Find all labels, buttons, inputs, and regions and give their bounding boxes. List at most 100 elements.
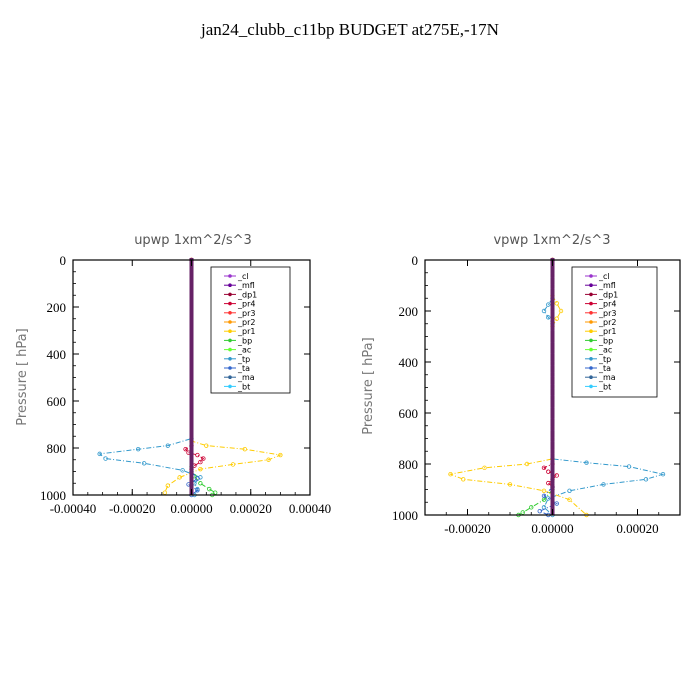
axis-ticks: -0.00040 -0.00020 0.00000 0.00020 0.00040 0 20… <box>40 253 331 516</box>
series-point-mfl <box>189 293 194 298</box>
series-point-bp <box>198 481 203 486</box>
legend-label: _ac <box>237 346 251 355</box>
series-line-pr4 <box>543 260 558 488</box>
series-point-mfl <box>550 506 555 511</box>
series-point-pr1_upper <box>558 308 564 314</box>
legend-label: _mfl <box>237 281 255 290</box>
series-point-mfl <box>550 388 555 393</box>
legend-label: _cl <box>237 272 249 281</box>
y-tick-label: 400 <box>47 347 67 362</box>
legend: _cl_mfl_dp1_pr4_pr3_pr2_pr1_bp_ac_tp_ta_… <box>210 266 291 394</box>
legend-label: _bp <box>237 336 252 345</box>
y-tick-label: 600 <box>399 406 419 421</box>
series-point-pr1 <box>461 477 466 482</box>
series-point-pr1 <box>204 443 209 448</box>
legend-marker <box>228 375 232 380</box>
legend-marker <box>589 283 593 288</box>
series-point-mfl <box>189 399 194 403</box>
series-line-ta <box>538 486 558 516</box>
series-point-mfl <box>189 370 194 375</box>
series-point-mfl <box>189 275 194 280</box>
series-point-mfl <box>550 361 555 366</box>
series-point-mfl <box>550 323 555 328</box>
series-point-tp <box>180 468 185 473</box>
series-point-mfl <box>189 268 194 273</box>
series-point-mfl <box>189 349 194 354</box>
series-line-pr4 <box>184 260 205 470</box>
series-point-ta <box>195 476 200 481</box>
series-point-mfl <box>550 277 555 282</box>
y-tick-label: 0 <box>60 253 67 268</box>
legend-label: _cl <box>598 272 610 281</box>
series-point-mfl <box>550 326 555 331</box>
series-point-mfl <box>189 427 194 432</box>
series-point-mfl <box>189 279 194 284</box>
panel-title: vpwp 1xm^2/s^3 <box>493 233 610 248</box>
series-point-mfl <box>189 448 194 453</box>
series-point-mfl <box>550 460 555 465</box>
series-line-tp <box>98 260 202 496</box>
legend-marker <box>589 329 593 334</box>
series-point-pr1 <box>541 488 547 493</box>
series-point-mfl <box>550 391 555 396</box>
series-point-mfl <box>550 296 555 301</box>
series-point-mfl <box>189 441 194 446</box>
series-point-tp <box>584 460 589 465</box>
series-point-mfl <box>550 449 555 454</box>
series-line-pr1 <box>448 260 587 516</box>
series-point-mfl <box>550 411 555 415</box>
series-point-pr4 <box>546 469 551 474</box>
series-point-mfl <box>189 469 194 474</box>
series-line-pr1_upper <box>552 295 562 327</box>
series-point-pr1 <box>266 457 271 462</box>
series-point-mfl <box>189 476 194 481</box>
series-point-tp <box>103 456 108 461</box>
legend-marker <box>589 274 593 278</box>
series-point-pr1 <box>165 483 170 488</box>
series-point-ta <box>554 501 559 506</box>
series-point-ta <box>541 493 547 499</box>
series-point-mfl <box>550 273 555 278</box>
y-tick-label: 1000 <box>40 488 66 503</box>
series-point-mfl <box>189 402 194 407</box>
series-point-pr1 <box>278 452 283 458</box>
series-point-mfl <box>189 406 194 411</box>
series-point-mfl <box>550 491 555 496</box>
series-point-mfl <box>550 441 555 446</box>
series-point-pr4 <box>546 480 551 486</box>
series-point-mfl <box>189 272 194 277</box>
legend-label: _pr1 <box>598 327 616 336</box>
series-point-mfl <box>550 334 555 339</box>
series-point-pr1 <box>482 465 487 471</box>
legend-label: _pr4 <box>237 300 255 309</box>
series-point-mfl <box>550 280 555 285</box>
series-point-mfl <box>550 433 555 438</box>
y-axis-label: Pressure [ hPa] <box>15 328 30 425</box>
legend-label: _ta <box>598 364 611 373</box>
legend-label: _pr1 <box>237 327 255 336</box>
legend: _cl_mfl_dp1_pr4_pr3_pr2_pr1_bp_ac_tp_ta_… <box>571 266 658 398</box>
series-point-pr1 <box>242 446 248 452</box>
series-point-mfl <box>189 310 194 315</box>
series-point-mfl <box>189 335 194 340</box>
legend-label: _pr4 <box>598 300 616 309</box>
series-point-mfl <box>189 434 194 439</box>
legend-label: _dp1 <box>237 290 257 299</box>
series-point-mfl <box>189 413 194 418</box>
y-tick-label: 600 <box>47 394 67 409</box>
series-point-mfl <box>189 384 194 389</box>
y-tick-label: 200 <box>47 300 67 315</box>
series-point-mfl <box>550 468 555 473</box>
series-point-mfl <box>189 289 194 294</box>
series-point-mfl <box>189 480 194 485</box>
series-point-mfl <box>550 445 555 450</box>
series-point-mfl <box>550 407 555 412</box>
series-point-mfl <box>550 349 555 354</box>
series-point-mfl <box>189 300 194 305</box>
legend-label: _bt <box>237 382 250 391</box>
series-point-mfl <box>189 303 194 308</box>
series-point-mfl <box>189 307 194 312</box>
legend-box <box>571 266 658 398</box>
series-point-mfl <box>189 473 194 478</box>
